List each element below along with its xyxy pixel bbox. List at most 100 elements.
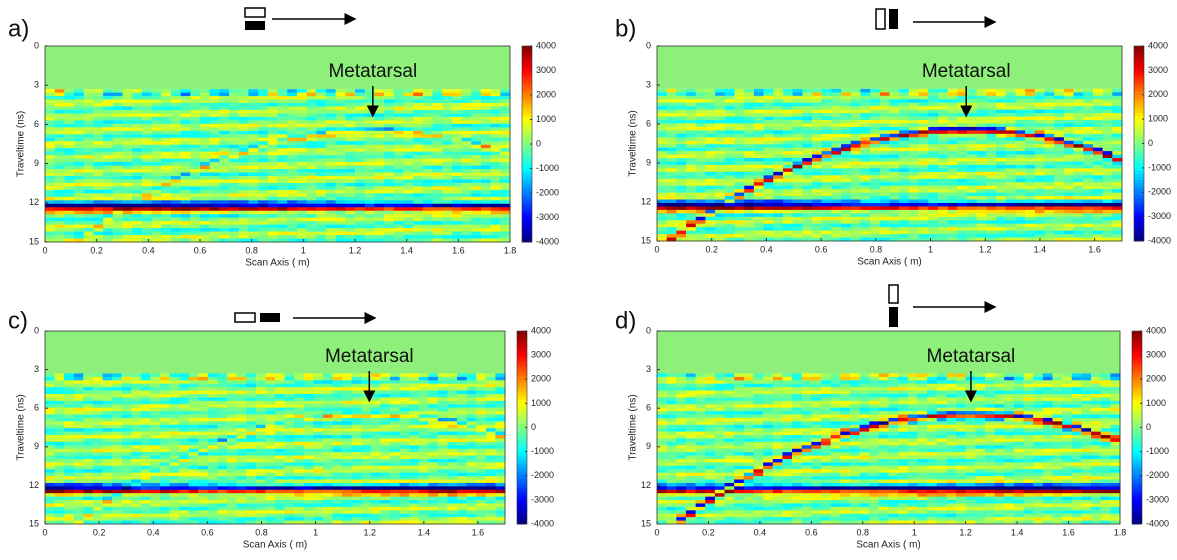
texture-cell [1045,110,1055,114]
texture-cell [957,123,967,127]
texture-cell [773,165,783,169]
texture-cell [491,173,501,177]
texture-cell [486,380,496,384]
texture-cell [1083,172,1093,176]
texture-cell [297,159,307,163]
texture-cell [899,168,909,172]
texture-cell [938,217,948,221]
texture-cell [179,394,189,398]
y-tick-label: 0 [646,40,651,50]
texture-cell [268,103,278,107]
texture-cell [1045,141,1055,145]
texture-cell [977,141,987,145]
texture-cell [764,186,774,190]
texture-cell [938,96,948,100]
texture-cell [210,207,220,211]
texture-cell [409,408,419,412]
texture-cell [1093,155,1103,159]
texture-cell [45,384,55,388]
texture-cell [851,89,861,93]
texture-cell [500,190,510,194]
texture-cell [64,380,74,384]
texture-cell [103,96,113,100]
colorbar-tick-label: 1000 [1148,114,1168,124]
texture-cell [919,117,929,121]
texture-cell [123,106,133,110]
texture-cell [1025,186,1035,190]
texture-cell [433,113,443,117]
texture-cell [735,123,745,127]
texture-cell [491,113,501,117]
texture-cell [754,206,764,210]
texture-cell [365,197,375,201]
texture-cell [237,373,247,377]
texture-cell [433,193,443,197]
texture-cell [831,182,841,186]
texture-cell [190,228,200,232]
texture-cell [198,380,208,384]
texture-cell [725,110,735,114]
texture-cell [667,186,677,190]
texture-cell [336,166,346,170]
texture-cell [365,155,375,159]
texture-cell [355,106,365,110]
texture-cell [208,387,218,391]
texture-cell [802,96,812,100]
texture-cell [161,127,171,131]
texture-cell [783,227,793,231]
texture-cell [268,232,278,236]
texture-cell [1103,203,1113,207]
texture-cell [423,179,433,183]
texture-cell [132,225,142,229]
colorbar-cell [1134,46,1144,50]
texture-cell [948,203,958,207]
texture-cell [239,179,249,183]
colorbar-cell [522,221,532,225]
texture-cell [919,206,929,210]
texture-cell [1035,220,1045,224]
texture-cell [802,120,812,124]
texture-cell [403,173,413,177]
texture-cell [413,127,423,131]
texture-cell [336,235,346,239]
texture-cell [103,221,113,225]
texture-cell [462,152,472,156]
texture-cell [1025,92,1035,96]
texture-cell [316,183,326,187]
texture-cell [342,387,352,391]
texture-cell [210,228,220,232]
texture-cell [210,169,220,173]
texture-cell [326,131,336,135]
texture-cell [275,373,285,377]
texture-cell [316,214,326,218]
texture-cell [361,401,371,405]
texture-cell [696,193,706,197]
texture-cell [851,103,861,107]
texture-cell [83,401,93,405]
texture-cell [657,210,667,214]
texture-cell [967,179,977,183]
texture-cell [977,210,987,214]
texture-cell [189,404,199,408]
texture-cell [113,93,123,97]
texture-cell [686,123,696,127]
texture-cell [345,221,355,225]
texture-cell [336,169,346,173]
texture-cell [394,110,404,114]
texture-cell [725,200,735,204]
texture-cell [841,182,851,186]
texture-cell [113,197,123,201]
texture-cell [812,227,822,231]
texture-cell [239,96,249,100]
texture-cell [198,384,208,388]
texture-cell [84,228,94,232]
texture-cell [316,141,326,145]
texture-cell [103,183,113,187]
texture-cell [500,131,510,135]
texture-cell [822,151,832,155]
texture-cell [394,141,404,145]
texture-cell [841,175,851,179]
texture-cell [705,158,715,162]
texture-cell [696,172,706,176]
texture-cell [919,96,929,100]
